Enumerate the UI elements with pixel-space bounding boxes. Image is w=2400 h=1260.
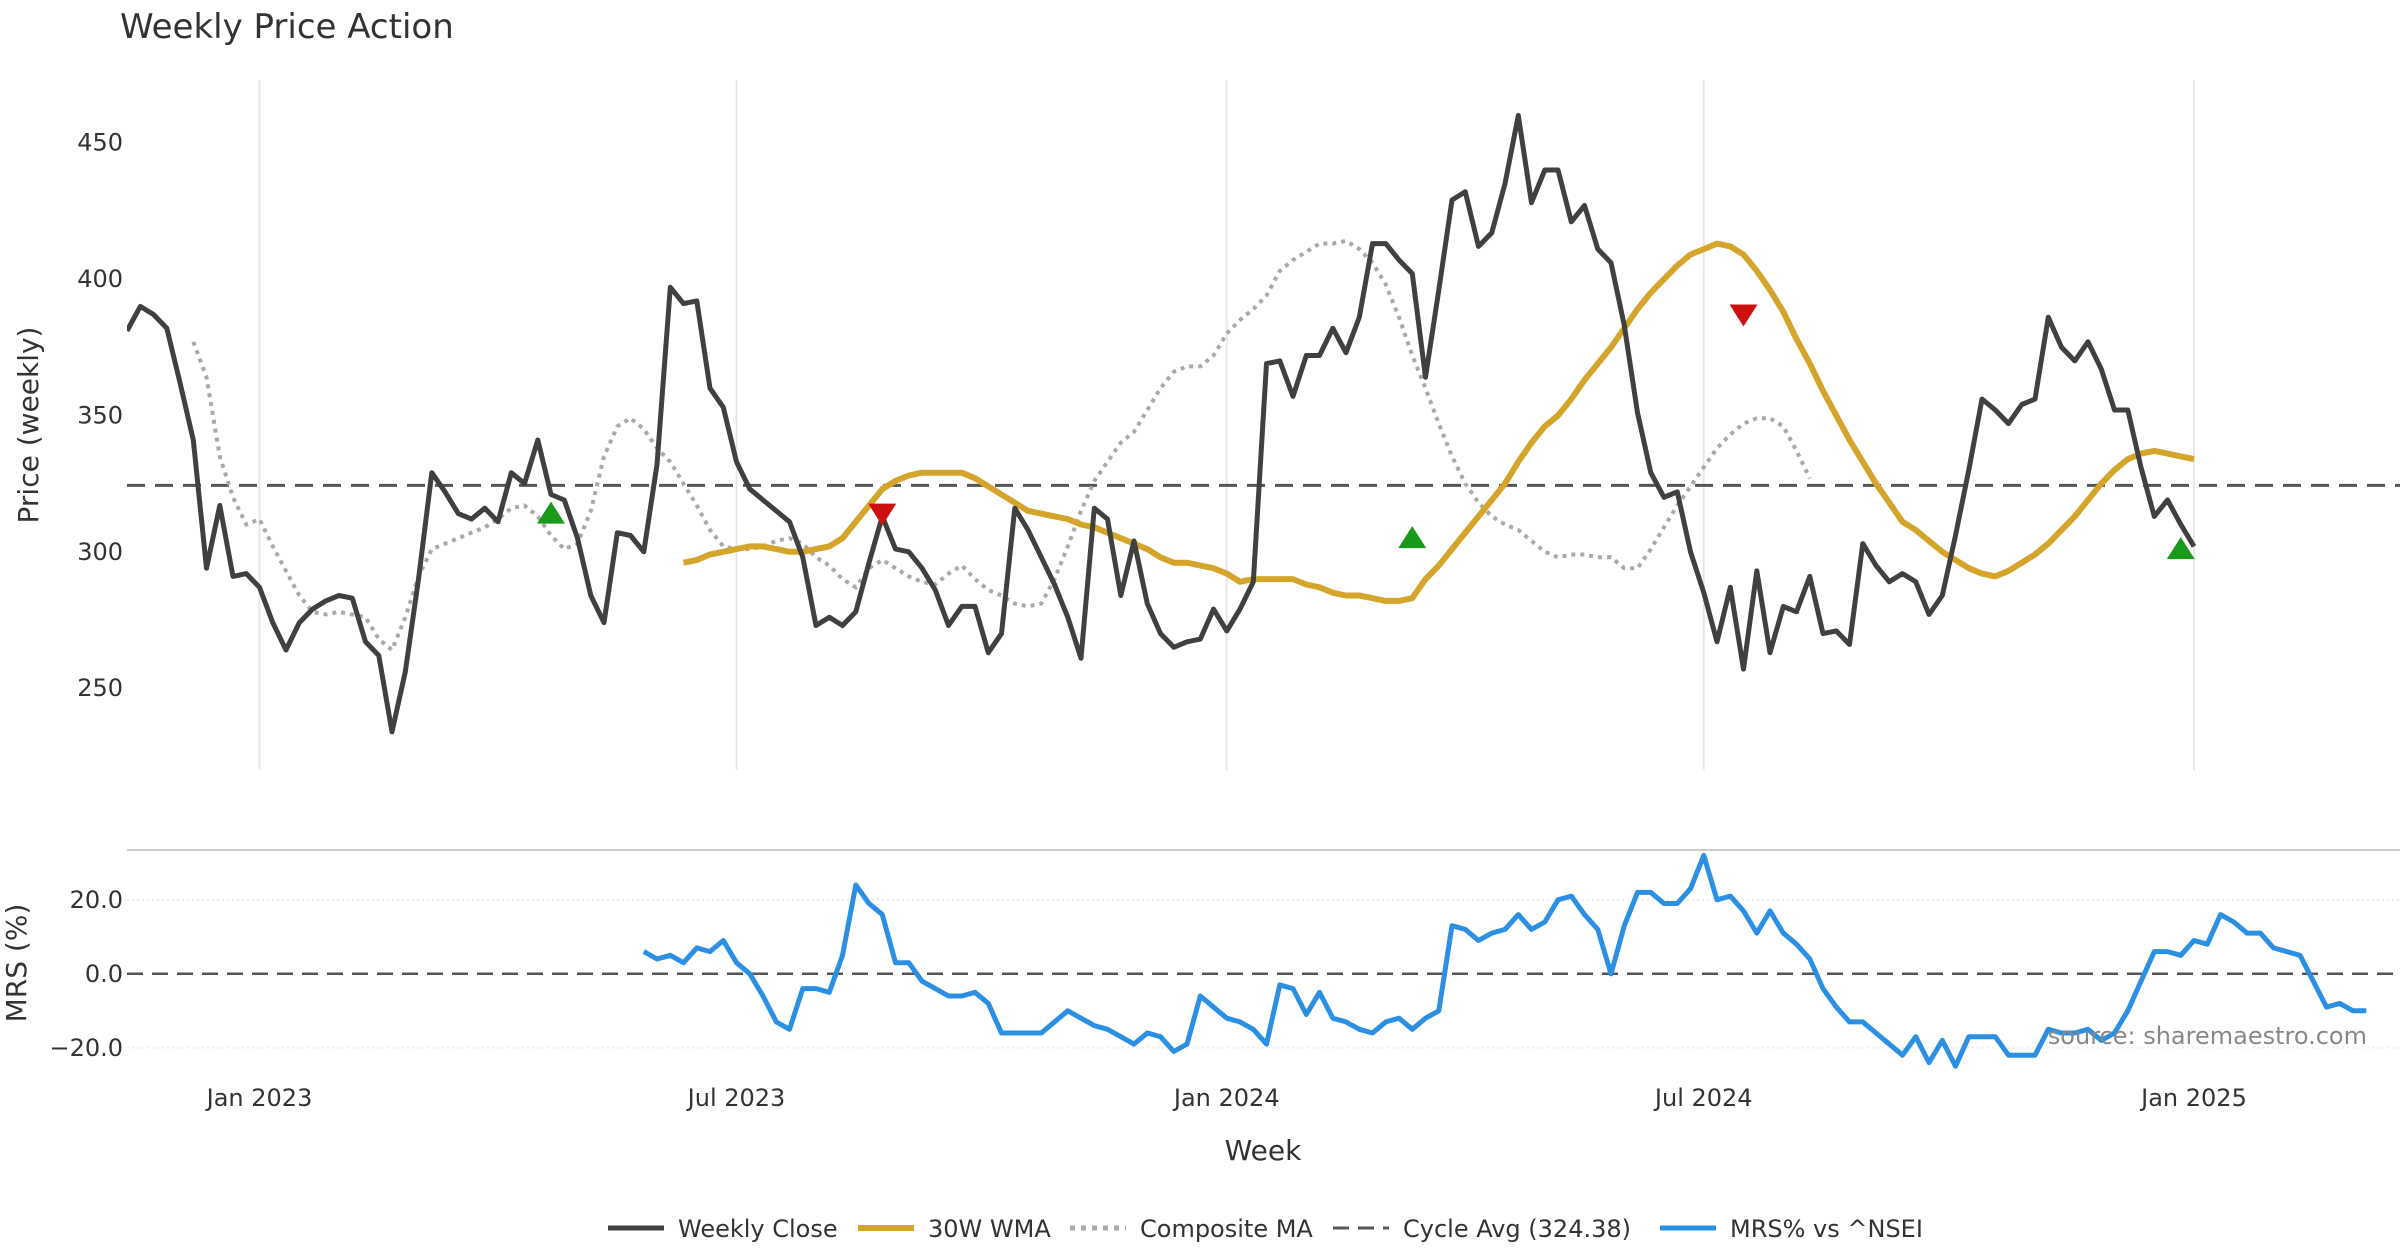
mrs-y-tick-label: −20.0 xyxy=(49,1034,123,1062)
legend-label-close: Weekly Close xyxy=(678,1215,838,1243)
price-y-tick-label: 400 xyxy=(77,265,123,293)
price-series-group xyxy=(127,113,2197,735)
x-tick-label: Jan 2025 xyxy=(2139,1084,2247,1112)
x-tick-label: Jan 2024 xyxy=(1172,1084,1280,1112)
price-y-ticks: 250 300 350 400 450 xyxy=(77,129,123,702)
mrs-y-tick-label: 0.0 xyxy=(85,960,123,988)
x-tick-label: Jan 2023 xyxy=(205,1084,313,1112)
price-y-axis-label: Price (weekly) xyxy=(12,327,45,524)
buy-signal-marker xyxy=(1398,526,1427,549)
buy-signal-marker xyxy=(537,501,565,524)
mrs-series-group xyxy=(642,852,2367,1069)
legend-label-cycle: Cycle Avg (324.38) xyxy=(1403,1215,1631,1243)
wma-30-line xyxy=(682,240,2195,604)
price-y-tick-label: 450 xyxy=(77,129,123,157)
buy-signal-marker xyxy=(2166,537,2195,560)
legend: Weekly Close 30W WMA Composite MA Cycle Avg… xyxy=(608,1215,1923,1243)
sell-signal-marker xyxy=(868,503,897,526)
sell-signal-marker xyxy=(1729,304,1758,327)
x-tick-labels: Jan 2023 Jul 2023 Jan 2024 Jul 2024 Jan 2025… xyxy=(205,1084,2247,1112)
composite-ma-line xyxy=(191,238,1812,654)
weekly-close-line xyxy=(127,113,2197,735)
chart-title: Weekly Price Action xyxy=(120,7,454,47)
x-gridlines xyxy=(258,80,2195,770)
mrs-y-tick-label: 20.0 xyxy=(70,886,123,914)
price-y-tick-label: 350 xyxy=(77,401,123,429)
signal-markers xyxy=(537,304,2195,560)
price-y-tick-label: 250 xyxy=(77,674,123,702)
x-axis-label: Week xyxy=(1225,1134,1302,1167)
source-watermark: source: sharemaestro.com xyxy=(2048,1022,2367,1050)
legend-label-composite: Composite MA xyxy=(1140,1215,1313,1243)
x-tick-label: Jul 2023 xyxy=(686,1084,786,1112)
legend-label-mrs: MRS% vs ^NSEI xyxy=(1730,1215,1923,1243)
mrs-line xyxy=(642,852,2367,1069)
x-tick-label: Jul 2024 xyxy=(1653,1084,1753,1112)
legend-label-wma: 30W WMA xyxy=(928,1215,1051,1243)
mrs-y-ticks: 20.0 0.0 −20.0 xyxy=(49,886,2400,1062)
price-y-tick-label: 300 xyxy=(77,538,123,566)
mrs-y-axis-label: MRS (%) xyxy=(0,904,33,1023)
